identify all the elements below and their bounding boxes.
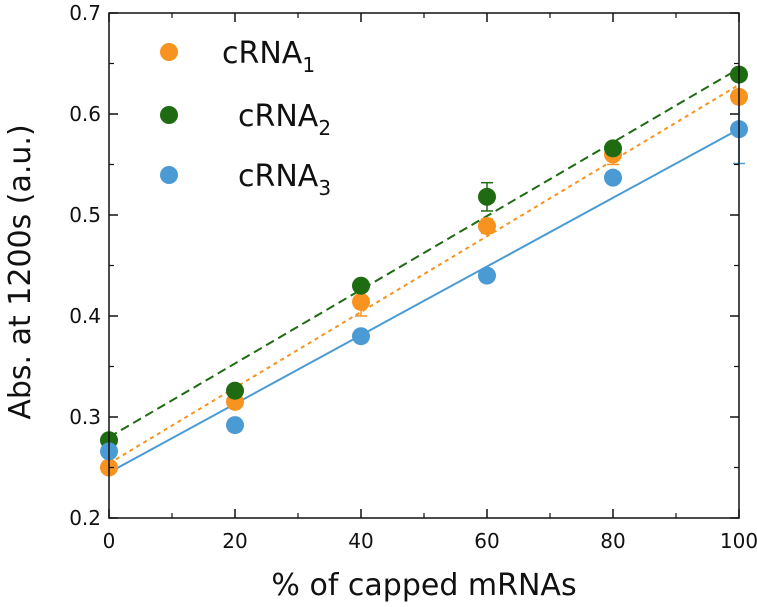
- fit-line-cRNA1: [108, 83, 740, 465]
- data-point-cRNA3: [352, 327, 370, 346]
- y-tick-label: 0.5: [69, 203, 101, 227]
- x-tick-label: 80: [600, 529, 625, 553]
- x-tick-label: 20: [222, 529, 247, 553]
- legend-label-cRNA3: cRNA3: [238, 159, 331, 200]
- legend-label-cRNA1: cRNA1: [222, 36, 315, 77]
- fit-line-cRNA3: [108, 128, 740, 474]
- y-tick-label: 0.3: [69, 405, 101, 429]
- x-tick-label: 60: [474, 529, 499, 553]
- plot-frame: [108, 12, 740, 519]
- legend-marker-cRNA1: [160, 43, 178, 61]
- x-axis-title: % of capped mRNAs: [271, 568, 576, 603]
- legend-marker-cRNA2: [160, 106, 178, 124]
- data-point-cRNA1: [478, 217, 496, 236]
- y-axis-title: Abs. at 1200s (a.u.): [3, 124, 38, 419]
- data-point-cRNA3: [226, 416, 244, 435]
- axes: 0 20 40 60 80 100 0.2 0.3 0.4 0.5 0.6 0.7: [69, 1, 757, 553]
- x-tick-label: 100: [720, 529, 757, 553]
- data-point-cRNA2: [478, 187, 496, 206]
- y-tick-label: 0.7: [69, 1, 101, 25]
- legend-label-cRNA2: cRNA2: [238, 99, 331, 140]
- data-point-cRNA2: [226, 381, 244, 400]
- legend: cRNA1 cRNA2 cRNA3: [160, 36, 331, 200]
- x-tick-label: 0: [103, 529, 116, 553]
- plot-area: [100, 65, 748, 477]
- y-tick-label: 0.2: [69, 506, 101, 530]
- data-point-cRNA1: [352, 292, 370, 311]
- data-point-cRNA3: [604, 168, 622, 187]
- x-tick-label: 40: [348, 529, 373, 553]
- data-point-cRNA2: [352, 276, 370, 295]
- fit-line-cRNA2: [108, 67, 740, 439]
- data-point-cRNA2: [604, 139, 622, 158]
- y-tick-label: 0.6: [69, 102, 101, 126]
- y-tick-label: 0.4: [69, 304, 101, 328]
- data-point-cRNA3: [478, 266, 496, 285]
- legend-marker-cRNA3: [160, 166, 178, 184]
